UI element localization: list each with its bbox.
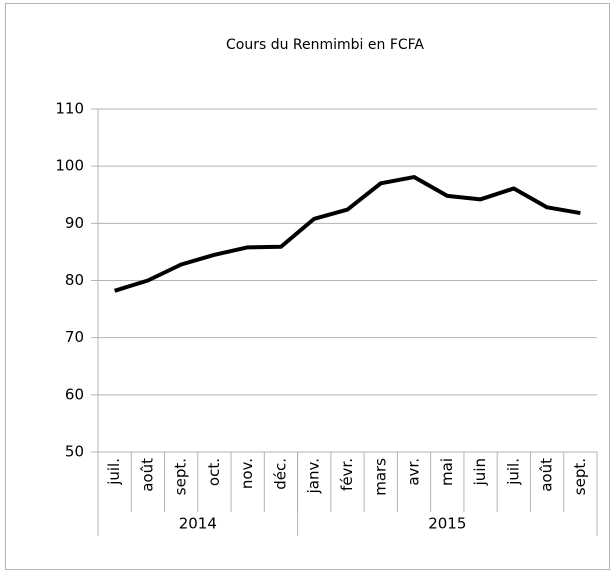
y-tick-label: 60 (65, 385, 84, 403)
y-tick-label: 70 (65, 328, 84, 346)
x-tick-label: juin (471, 458, 489, 486)
chart-title: Cours du Renmimbi en FCFA (226, 37, 424, 53)
x-tick-label: sept. (172, 458, 190, 495)
x-tick-label: août (138, 458, 156, 492)
y-tick-label: 80 (65, 271, 84, 289)
x-tick-label: déc. (271, 458, 289, 490)
y-tick-label: 110 (55, 100, 84, 118)
x-tick-label: sept. (571, 458, 589, 495)
group-label: 2015 (428, 515, 466, 533)
line (114, 175, 581, 293)
x-tick-label: juil. (504, 458, 522, 486)
x-tick-label: oct. (205, 458, 223, 486)
x-tick-label: mars (371, 458, 389, 496)
y-tick-label: 100 (55, 157, 84, 175)
x-tick-label: févr. (338, 458, 356, 491)
x-tick-label: nov. (238, 458, 256, 489)
x-tick-label: avr. (405, 458, 423, 486)
chart-border (5, 3, 610, 570)
y-tick-label: 50 (65, 443, 84, 461)
x-tick-label: août (538, 458, 556, 492)
x-tick-label: janv. (305, 458, 323, 494)
y-tick-label: 90 (65, 214, 84, 232)
x-tick-label: juil. (105, 458, 123, 486)
x-tick-label: mai (438, 458, 456, 486)
group-label: 2014 (179, 515, 217, 533)
